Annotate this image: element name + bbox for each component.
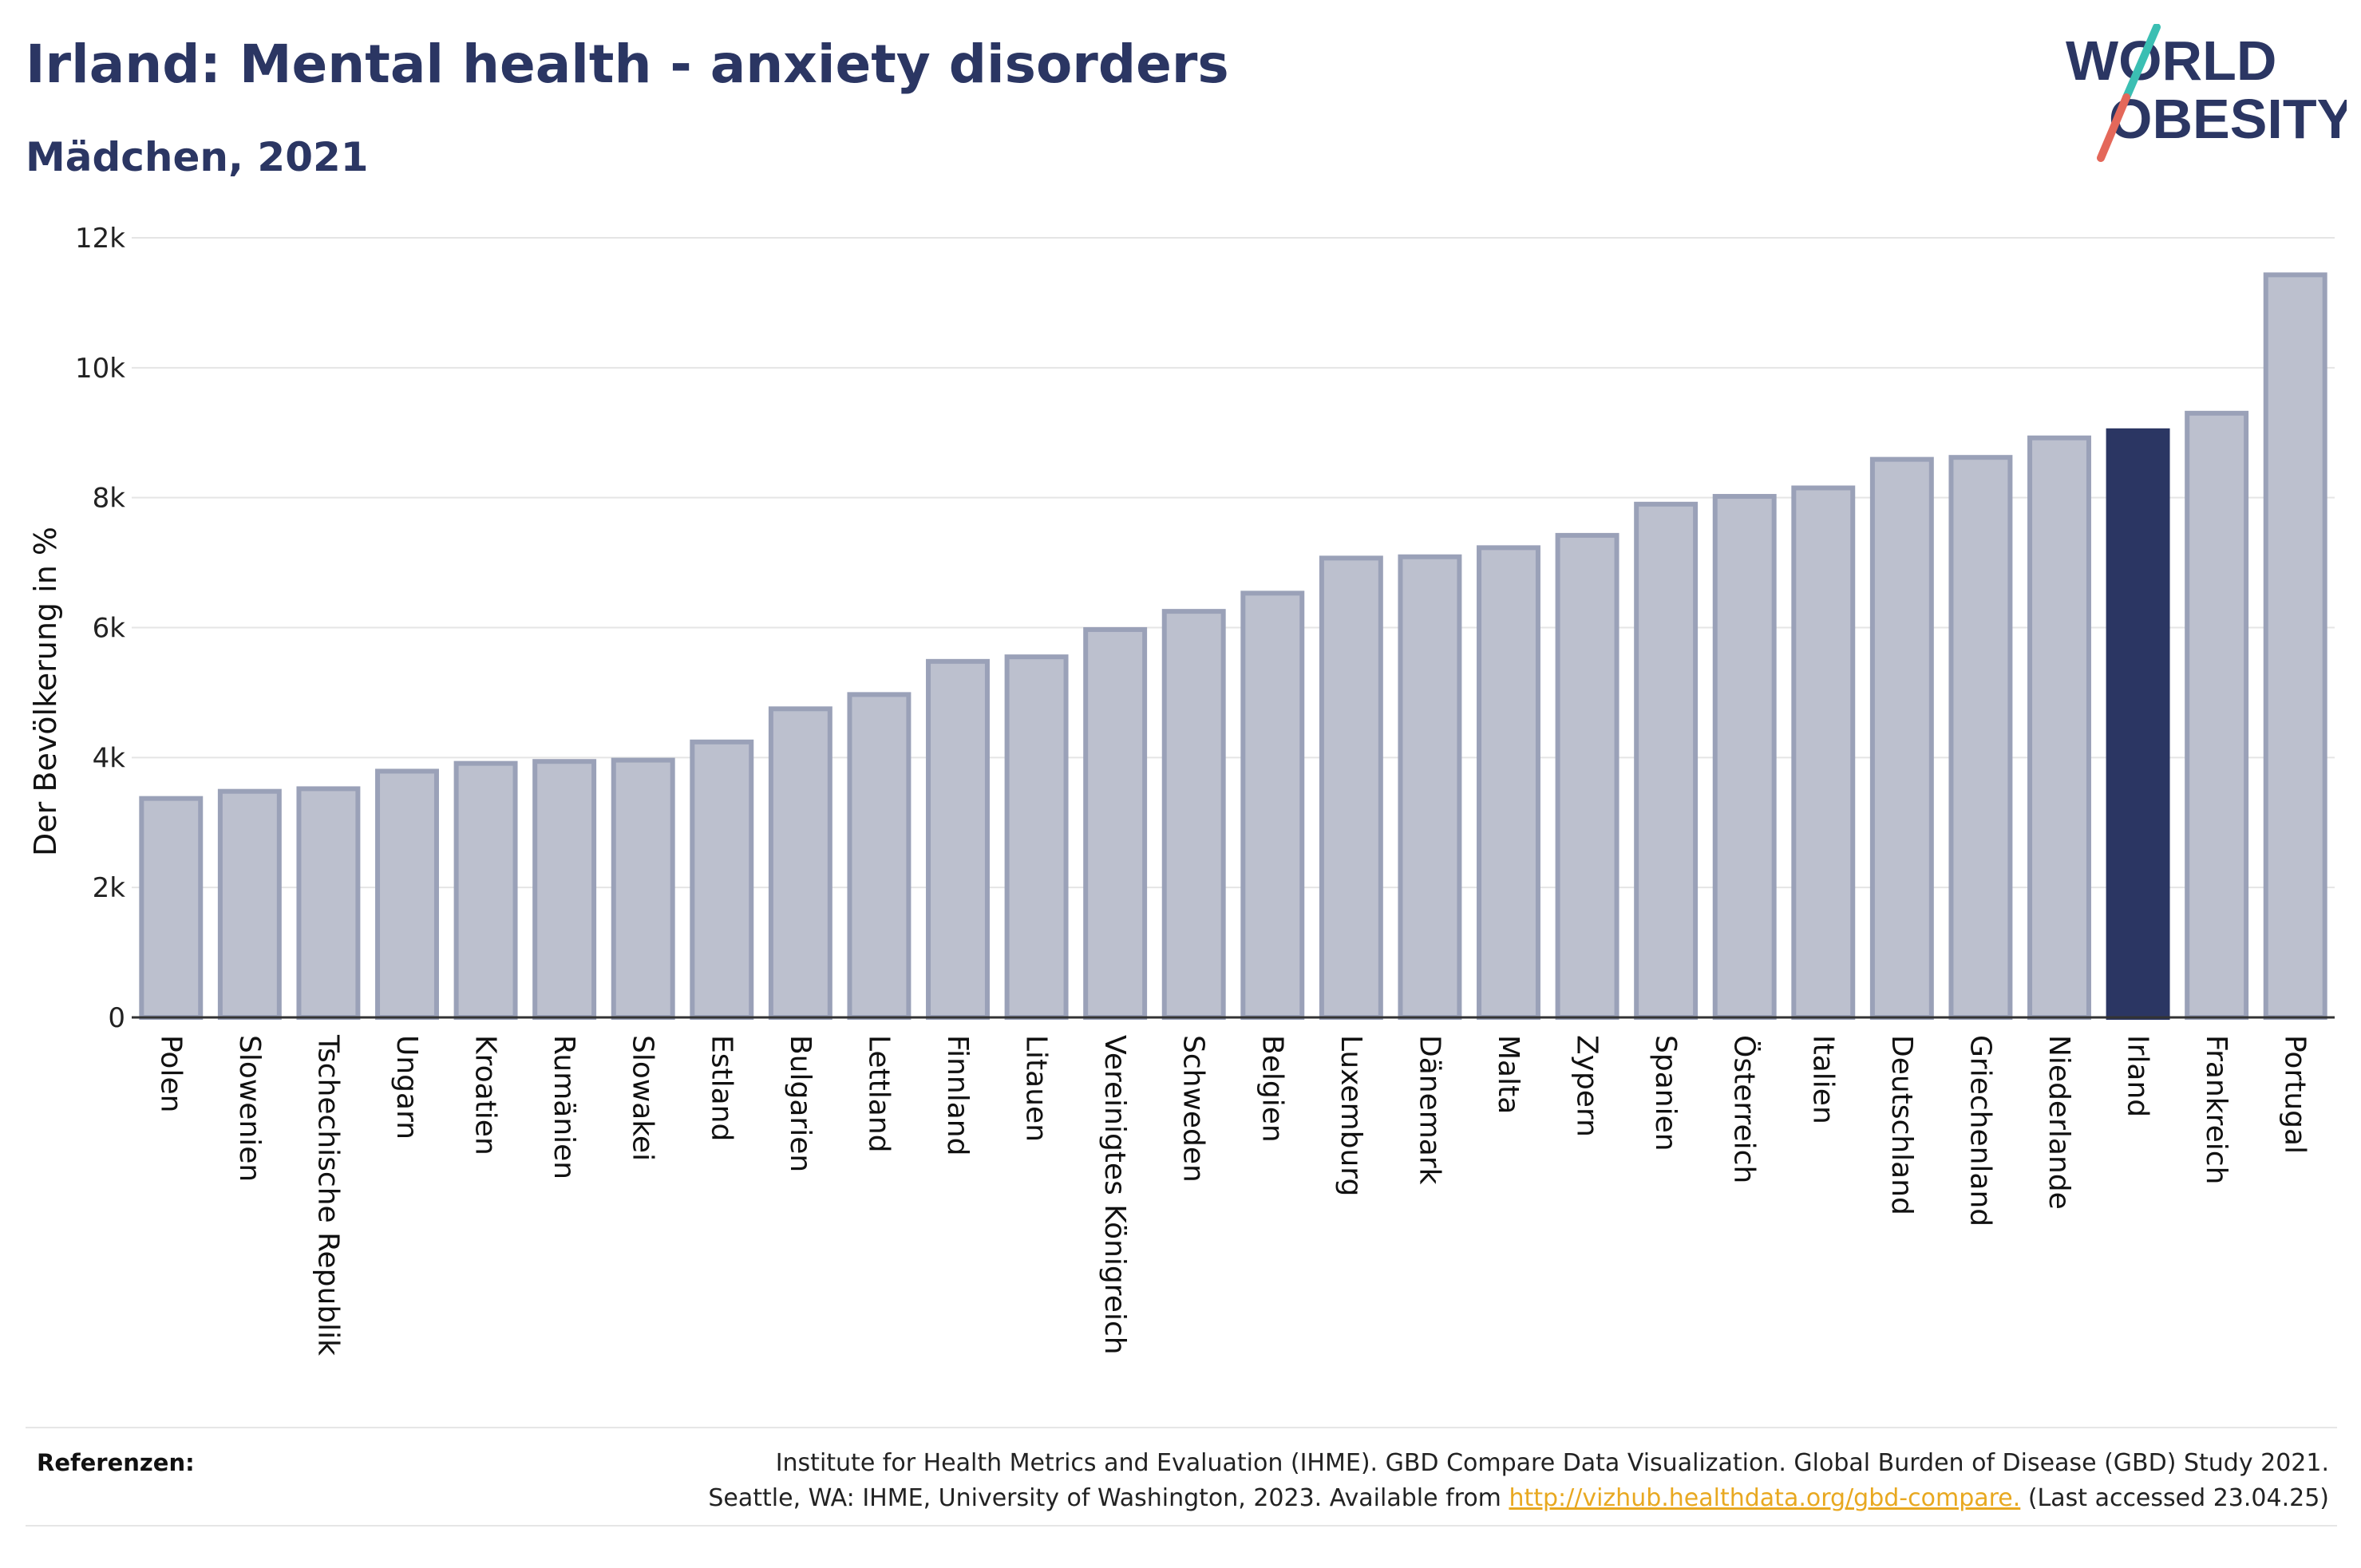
x-tick-label: Dänemark xyxy=(1413,1035,1445,1185)
references-divider-bottom xyxy=(26,1525,2337,1527)
references-link[interactable]: http://vizhub.healthdata.org/gbd-compare… xyxy=(1509,1484,2021,1512)
bar-lettland[interactable] xyxy=(847,692,912,1021)
chart-title: Irland: Mental health - anxiety disorder… xyxy=(26,34,1229,95)
logo-slash-red xyxy=(2097,93,2130,162)
bar-bulgarien[interactable] xyxy=(768,706,832,1020)
x-tick-label: Schweden xyxy=(1177,1035,1210,1183)
y-tick-label: 6k xyxy=(93,613,126,645)
bar-schweden[interactable] xyxy=(1161,609,1226,1020)
x-tick-label: Tschechische Republik xyxy=(311,1034,344,1356)
bar-polen[interactable] xyxy=(139,796,204,1021)
references-text: Institute for Health Metrics and Evaluat… xyxy=(708,1446,2329,1516)
x-tick-label: Luxemburg xyxy=(1335,1035,1367,1196)
bar-dänemark[interactable] xyxy=(1398,554,1462,1020)
bar-malta[interactable] xyxy=(1477,545,1540,1020)
bar-belgien[interactable] xyxy=(1240,590,1305,1020)
x-tick-label: Litauen xyxy=(1020,1035,1053,1142)
logo-line2: OBESITY xyxy=(2109,88,2347,150)
references-line2: Seattle, WA: IHME, University of Washing… xyxy=(708,1481,2329,1516)
y-tick-label: 12k xyxy=(75,223,125,255)
x-tick-label: Österreich xyxy=(1728,1035,1762,1183)
x-tick-label: Niederlande xyxy=(2043,1035,2075,1210)
bar-frankreich[interactable] xyxy=(2185,410,2249,1020)
references-line1: Institute for Health Metrics and Evaluat… xyxy=(775,1449,2329,1477)
x-tick-label: Finnland xyxy=(941,1035,974,1155)
x-tick-label: Slowenien xyxy=(233,1035,266,1182)
bar-litauen[interactable] xyxy=(1004,654,1069,1020)
bar-luxemburg[interactable] xyxy=(1319,555,1383,1020)
bar-slowenien[interactable] xyxy=(217,788,282,1020)
bar-zypern[interactable] xyxy=(1555,532,1619,1020)
bar-portugal[interactable] xyxy=(2263,272,2327,1021)
y-axis-title: Der Bevölkerung in % xyxy=(28,527,63,856)
bar-slowakei[interactable] xyxy=(611,757,675,1021)
bar-ungarn[interactable] xyxy=(375,768,439,1020)
logo-graphic: WORLD OBESITY xyxy=(2066,23,2354,162)
x-tick-label: Italien xyxy=(1806,1035,1839,1124)
bar-irland[interactable] xyxy=(2106,428,2170,1020)
bar-kroatien[interactable] xyxy=(453,760,518,1020)
y-tick-label: 0 xyxy=(108,1002,125,1034)
bar-chart: 0 2k 4k 6k 8k 10k 12k Polen Slowenien Tschechisch… xyxy=(28,223,2335,1356)
bar-estland[interactable] xyxy=(690,739,754,1020)
x-tick-label: Zypern xyxy=(1571,1035,1604,1137)
references-line2-suffix: (Last accessed 23.04.25) xyxy=(2020,1484,2329,1512)
references-divider-top xyxy=(26,1427,2337,1428)
x-tick-label: Irland xyxy=(2122,1035,2154,1117)
bar-griechenland[interactable] xyxy=(1948,455,2013,1020)
x-tick-label: Bulgarien xyxy=(784,1035,817,1172)
bar-niederlande[interactable] xyxy=(2027,435,2091,1020)
x-tick-label: Vereinigtes Königreich xyxy=(1098,1035,1131,1355)
bar-italien[interactable] xyxy=(1791,485,1856,1020)
x-tick-label: Griechenland xyxy=(1964,1035,1996,1226)
bar-finnland[interactable] xyxy=(926,658,990,1020)
logo-line1: WORLD xyxy=(2066,30,2276,92)
chart-subtitle: Mädchen, 2021 xyxy=(26,134,369,180)
y-tick-label: 2k xyxy=(93,872,126,904)
references-label: Referenzen: xyxy=(37,1449,195,1476)
x-tick-label: Estland xyxy=(705,1035,738,1141)
references-line2-prefix: Seattle, WA: IHME, University of Washing… xyxy=(708,1484,1509,1512)
y-tick-label: 10k xyxy=(75,353,125,385)
x-tick-label: Rumänien xyxy=(548,1035,580,1179)
x-tick-label: Belgien xyxy=(1256,1035,1288,1143)
bar-spanien[interactable] xyxy=(1634,501,1699,1020)
x-tick-label: Spanien xyxy=(1649,1035,1682,1151)
bar-deutschland[interactable] xyxy=(1869,456,1934,1020)
bar-vereinigtes-königreich[interactable] xyxy=(1083,626,1148,1020)
world-obesity-logo: WORLD OBESITY xyxy=(2059,23,2354,168)
bar-rumänien[interactable] xyxy=(532,759,597,1020)
bar-tschechische-republik[interactable] xyxy=(296,786,361,1020)
x-tick-label: Slowakei xyxy=(627,1035,659,1161)
logo-slash-teal xyxy=(2122,23,2161,101)
x-tick-label: Malta xyxy=(1492,1035,1525,1114)
x-tick-label: Polen xyxy=(154,1035,187,1112)
labels: 0 2k 4k 6k 8k 10k 12k Polen Slowenien Tschechisch… xyxy=(28,223,2312,1356)
x-tick-label: Frankreich xyxy=(2200,1035,2232,1184)
x-tick-label: Lettland xyxy=(862,1035,895,1153)
y-tick-label: 4k xyxy=(93,742,126,774)
x-tick-label: Deutschland xyxy=(1885,1035,1918,1215)
x-tick-label: Kroatien xyxy=(469,1035,502,1155)
bars xyxy=(139,272,2327,1021)
x-tick-label: Portugal xyxy=(2279,1035,2312,1154)
x-tick-label: Ungarn xyxy=(390,1035,423,1139)
y-tick-label: 8k xyxy=(93,483,126,515)
bar-österreich[interactable] xyxy=(1712,494,1777,1020)
